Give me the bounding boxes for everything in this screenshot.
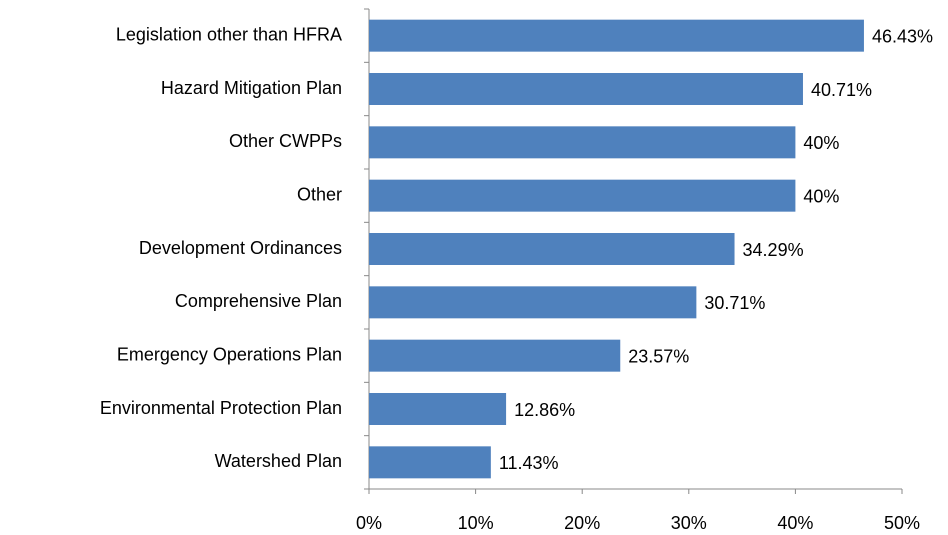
bar <box>369 286 697 319</box>
x-tick-label: 10% <box>458 513 494 533</box>
bar <box>369 126 796 159</box>
y-tick-label: Emergency Operations Plan <box>117 344 342 364</box>
value-label: 11.43% <box>499 453 559 473</box>
y-tick-label: Legislation other than HFRA <box>116 24 342 44</box>
bar <box>369 233 735 265</box>
value-label: 40% <box>803 186 839 206</box>
x-tick-label: 20% <box>564 513 600 533</box>
value-label: 34.29% <box>743 240 804 260</box>
x-tick-label: 50% <box>884 513 920 533</box>
bar <box>369 19 864 52</box>
y-tick-label: Comprehensive Plan <box>175 291 342 311</box>
y-tick-label: Other CWPPs <box>229 131 342 151</box>
bar <box>369 446 491 479</box>
value-label: 30.71% <box>704 293 765 313</box>
y-tick-label: Other <box>297 184 342 204</box>
value-label: 46.43% <box>872 26 933 46</box>
y-tick-label: Development Ordinances <box>139 238 342 258</box>
x-tick-label: 40% <box>777 513 813 533</box>
bar <box>369 339 621 372</box>
value-label: 12.86% <box>514 400 575 420</box>
bar <box>369 393 507 425</box>
y-tick-label: Environmental Protection Plan <box>100 398 342 418</box>
bar <box>369 179 796 212</box>
value-label: 40.71% <box>811 80 872 100</box>
value-label: 40% <box>803 133 839 153</box>
x-tick-label: 30% <box>671 513 707 533</box>
x-tick-label: 0% <box>356 513 382 533</box>
value-label: 23.57% <box>628 346 689 366</box>
y-tick-label: Hazard Mitigation Plan <box>161 78 342 98</box>
bar <box>369 73 803 105</box>
y-tick-label: Watershed Plan <box>215 451 342 471</box>
